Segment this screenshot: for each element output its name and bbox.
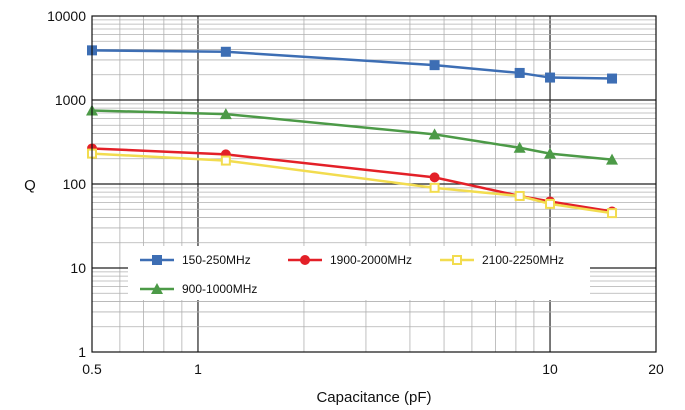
legend-item: 2100-2250MHz xyxy=(440,253,564,267)
x-tick-label: 10 xyxy=(542,361,558,377)
data-point xyxy=(429,172,440,183)
legend: 150-250MHz 1900-2000MHz 2100-2250MHz 900-10… xyxy=(128,246,590,300)
x-tick-labels: 0.5 1 10 20 xyxy=(82,361,664,377)
y-tick-labels: 1 10 100 1000 10000 xyxy=(47,8,86,360)
data-point xyxy=(429,182,440,193)
y-tick-label: 10000 xyxy=(47,8,86,24)
legend-marker xyxy=(152,255,162,265)
series-2 xyxy=(87,148,618,219)
y-tick-label: 10 xyxy=(70,260,86,276)
legend-label: 2100-2250MHz xyxy=(482,253,564,267)
data-point xyxy=(220,46,231,57)
data-point xyxy=(513,141,526,153)
legend-label: 150-250MHz xyxy=(182,253,251,267)
plot-frame xyxy=(91,15,657,353)
legend-marker xyxy=(151,283,163,294)
x-tick-label: 20 xyxy=(648,361,664,377)
series-layer xyxy=(86,45,619,219)
data-point xyxy=(514,67,525,78)
data-point xyxy=(545,198,556,209)
y-axis-label: Q xyxy=(24,177,36,194)
legend-label: 900-1000MHz xyxy=(182,282,257,296)
x-tick-label: 0.5 xyxy=(82,361,102,377)
series-line xyxy=(91,49,613,80)
series-3 xyxy=(86,104,619,165)
legend-label: 1900-2000MHz xyxy=(330,253,412,267)
data-point xyxy=(220,155,231,166)
data-point xyxy=(545,72,556,83)
legend-box xyxy=(128,246,590,300)
series-line xyxy=(91,147,613,213)
x-axis-label: Capacitance (pF) xyxy=(316,389,431,406)
y-tick-label: 1 xyxy=(78,344,86,360)
data-point xyxy=(219,108,232,120)
data-point xyxy=(606,153,619,165)
legend-marker xyxy=(452,255,462,265)
legend-marker xyxy=(300,255,310,265)
data-point xyxy=(429,60,440,71)
legend-item: 900-1000MHz xyxy=(140,282,257,296)
x-tick-label: 1 xyxy=(194,361,202,377)
y-tick-label: 1000 xyxy=(55,92,86,108)
data-point xyxy=(544,147,557,159)
series-line xyxy=(91,109,613,161)
y-tick-label: 100 xyxy=(63,176,87,192)
data-point xyxy=(428,128,441,140)
data-point xyxy=(607,208,618,219)
data-point xyxy=(514,190,525,201)
series-line xyxy=(91,152,613,215)
legend-item: 1900-2000MHz xyxy=(288,253,412,267)
legend-item: 150-250MHz xyxy=(140,253,251,267)
data-point xyxy=(607,73,618,84)
